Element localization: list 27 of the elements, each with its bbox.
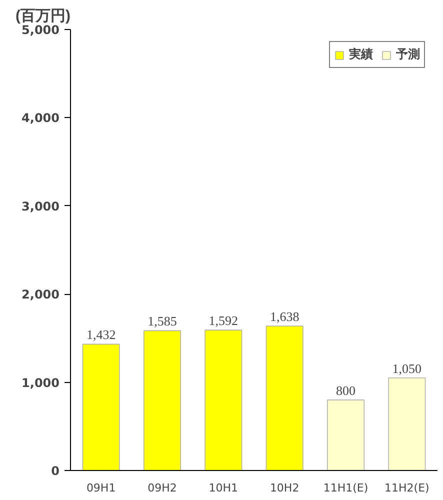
y-tick-label: 4,000 — [22, 111, 60, 126]
x-tick-label: 11H2(E) — [384, 482, 430, 494]
y-tick-label: 1,000 — [22, 376, 60, 390]
x-tick-label: 10H2 — [270, 482, 300, 494]
data-label: 1,585 — [148, 314, 177, 329]
y-axis-title: (百万円) — [16, 8, 70, 24]
bar — [327, 400, 364, 470]
y-tick-label: 5,000 — [22, 23, 60, 37]
y-tick-label: 3,000 — [22, 199, 60, 214]
y-tick-label: 2,000 — [22, 288, 60, 302]
data-label: 1,050 — [392, 360, 422, 376]
y-tick-label: 0 — [51, 464, 60, 478]
legend-label: 予測 — [396, 46, 420, 63]
data-label: 1,638 — [270, 309, 300, 324]
x-tick-label: 11H1(E) — [323, 482, 368, 494]
bar — [204, 330, 242, 470]
legend-label: 実績 — [349, 46, 373, 63]
data-label: 1,432 — [86, 327, 116, 342]
bar — [82, 344, 120, 470]
x-tick-label: 10H1 — [208, 482, 238, 494]
bar — [266, 326, 304, 470]
data-label: 1,592 — [208, 313, 238, 328]
data-label: 800 — [336, 382, 356, 398]
x-tick-label: 09H1 — [86, 482, 116, 494]
bar — [388, 377, 426, 470]
x-tick-label: 09H2 — [148, 482, 177, 494]
bar — [144, 330, 181, 470]
